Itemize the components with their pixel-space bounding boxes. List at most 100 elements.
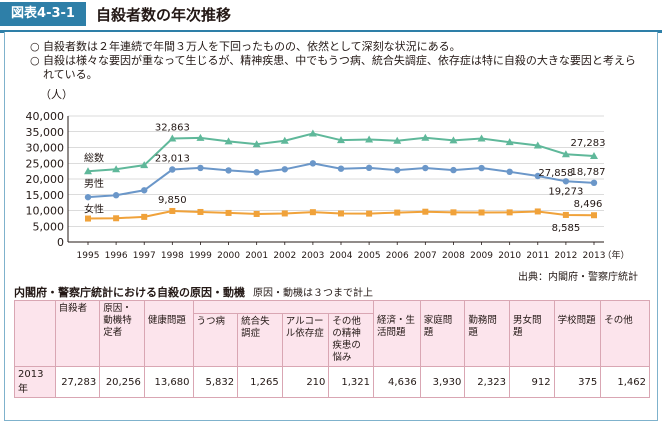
data-point <box>281 166 288 173</box>
data-point <box>196 133 205 141</box>
data-point <box>590 179 598 187</box>
header-suicides: 自殺者 <box>54 300 101 367</box>
data-point <box>85 215 91 222</box>
data-label: 18,787 <box>571 167 606 178</box>
series-label: 女性 <box>84 203 104 216</box>
data-point <box>308 129 317 137</box>
header-alcohol: アルコール依存症 <box>281 313 330 367</box>
figure-number: 図表4-3-1 <box>0 2 86 26</box>
data-point <box>141 187 148 194</box>
y-tick-label: 35,000 <box>26 126 65 139</box>
header-other-mental: その他の精神疾患の悩み <box>328 313 375 367</box>
cell-other: 1,462 <box>600 366 650 398</box>
data-label: 32,863 <box>155 122 190 133</box>
data-point <box>393 136 402 144</box>
table-title: 内閣府・警察庁統計における自殺の原因・動機 原因・動機は３つまで計上 <box>14 284 373 300</box>
data-point <box>590 152 598 160</box>
data-point <box>225 209 232 216</box>
x-tick-label: 2009 <box>470 251 493 261</box>
data-label: 9,850 <box>158 195 187 206</box>
x-tick-label: 1997 <box>133 251 156 261</box>
data-point <box>197 208 204 215</box>
x-tick-label: 2007 <box>414 251 437 261</box>
x-tick-label: 2008 <box>442 251 465 261</box>
data-point <box>422 208 429 215</box>
x-tick-label: 1995 <box>77 251 100 261</box>
figure-title: 自殺者数の年次推移 <box>96 6 232 24</box>
x-tick-label: 2002 <box>273 251 296 261</box>
data-point <box>366 210 373 217</box>
header-relationship: 男女問題 <box>508 300 555 367</box>
data-point <box>169 207 176 214</box>
data-point <box>365 164 373 172</box>
note-text: 自殺者数は２年連続で年間３万人を下回ったものの、依然として深刻な状況にある。 <box>43 40 461 53</box>
data-point <box>450 209 457 216</box>
data-point <box>505 138 514 146</box>
x-tick-label: 1998 <box>161 251 184 261</box>
table-note: 原因・動機は３つまで計上 <box>253 288 373 299</box>
data-point <box>449 136 458 144</box>
x-tick-label: 2010 <box>498 251 521 261</box>
y-tick-label: 20,000 <box>26 173 65 186</box>
y-tick-label: 30,000 <box>26 142 65 155</box>
y-tick-label: 25,000 <box>26 157 65 170</box>
series-label: 総数 <box>84 151 104 164</box>
y-tick-label: 40,000 <box>26 110 65 123</box>
x-tick-label: 2004 <box>330 251 353 261</box>
data-point <box>562 178 570 185</box>
data-point <box>338 210 344 217</box>
data-point <box>112 165 121 173</box>
data-point <box>477 134 486 142</box>
x-tick-label: 2012 <box>554 251 577 261</box>
suicide-trend-chart: （人） 0 5,000 10,000 15,000 20,000 25,000 30,000 3… <box>26 88 630 261</box>
x-tick-label: 1999 <box>189 251 212 261</box>
header-family: 家庭問題 <box>419 300 466 367</box>
notes: ○ 自殺者数は２年連続で年間３万人を下回ったものの、依然として深刻な状況にある。 … <box>30 40 645 82</box>
data-point <box>506 209 513 216</box>
data-point <box>562 211 569 218</box>
data-point <box>421 133 430 141</box>
data-point <box>169 166 176 173</box>
data-label: 27,283 <box>571 138 606 149</box>
data-point <box>365 135 374 143</box>
note-text: 自殺は様々な要因が重なって生じるが、精神疾患、中でもうつ病、統合失調症、依存症は… <box>43 54 636 81</box>
data-point <box>281 210 288 217</box>
figure-header: 図表4-3-1 自殺者数の年次推移 <box>0 0 662 33</box>
data-point <box>253 210 260 217</box>
source-note: 出典：内閣府・警察庁統計 <box>518 272 638 283</box>
x-tick-label: 2011 <box>526 251 549 261</box>
data-point <box>591 212 597 219</box>
cell-suicides: 27,283 <box>54 366 101 398</box>
cell-health: 13,680 <box>143 366 194 398</box>
header-work: 勤務問題 <box>464 300 510 367</box>
data-point <box>478 209 485 216</box>
x-tick-label: 2013 <box>583 251 606 261</box>
data-point <box>533 141 542 149</box>
data-point <box>225 167 232 174</box>
y-tick-label: 15,000 <box>26 189 65 202</box>
data-point <box>309 160 317 167</box>
data-point <box>394 166 401 174</box>
y-tick-label: 5,000 <box>33 220 65 233</box>
cell-economic: 4,636 <box>373 366 421 398</box>
data-point <box>561 150 570 158</box>
header-other: その他 <box>600 300 650 367</box>
y-axis-label: （人） <box>40 88 73 101</box>
data-label: 23,013 <box>155 154 190 165</box>
cell-relationship: 912 <box>508 366 555 398</box>
data-point <box>168 134 177 142</box>
data-point <box>394 209 401 216</box>
header-economic: 経済・生活問題 <box>373 300 421 367</box>
note-marker: ○ <box>30 40 40 53</box>
header-blank <box>14 300 56 367</box>
x-tick-label: 2000 <box>217 251 240 261</box>
x-tick-label: 2001 <box>245 251 268 261</box>
y-tick-label: 10,000 <box>26 205 65 218</box>
data-point <box>422 164 429 172</box>
data-point <box>112 192 120 199</box>
data-label: 27,858 <box>538 168 573 179</box>
data-label: 8,496 <box>574 199 603 210</box>
table-row-2013: 2013年 27,283 20,256 13,680 5,832 1,265 2… <box>14 366 650 398</box>
data-point <box>534 208 541 215</box>
x-tick-label: 2006 <box>386 251 409 261</box>
